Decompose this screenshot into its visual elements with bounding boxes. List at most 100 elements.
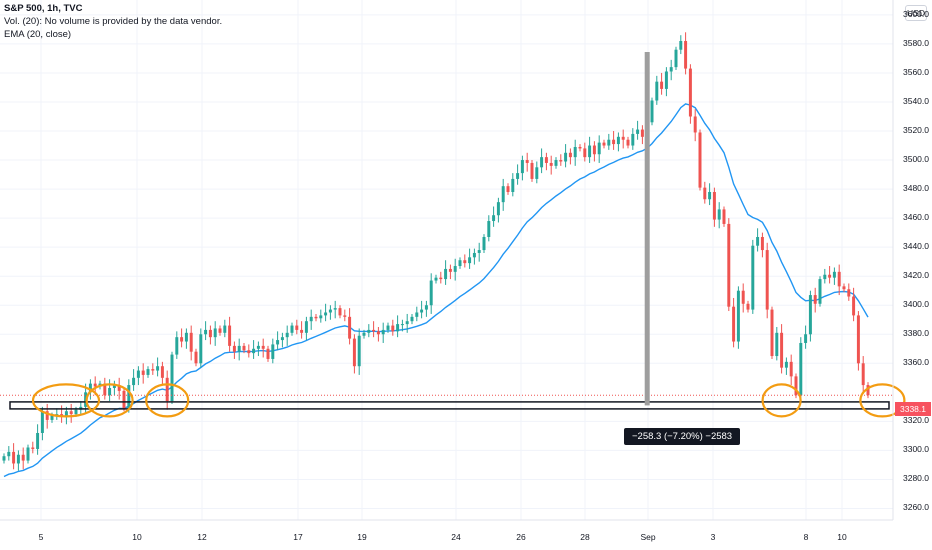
highlight-circle bbox=[85, 383, 134, 418]
candle-body bbox=[770, 309, 774, 357]
volume-legend[interactable]: Vol. (20): No volume is provided by the … bbox=[4, 16, 223, 27]
candle-body bbox=[592, 145, 596, 155]
candle-body bbox=[573, 146, 577, 158]
candle-body bbox=[727, 223, 731, 307]
candle-body bbox=[309, 316, 313, 322]
candle-body bbox=[348, 316, 352, 339]
candle-body bbox=[482, 236, 486, 251]
candle-body bbox=[612, 139, 616, 145]
candle-body bbox=[357, 335, 361, 367]
candle-body bbox=[693, 116, 697, 133]
candle-body bbox=[852, 296, 856, 316]
candle-body bbox=[818, 279, 822, 304]
candle-body bbox=[434, 277, 438, 281]
price-tick-label: 3420.0 bbox=[903, 270, 929, 281]
candle-body bbox=[280, 337, 284, 341]
ema-legend[interactable]: EMA (20, close) bbox=[4, 29, 72, 40]
candle-body bbox=[655, 81, 659, 101]
candle-body bbox=[199, 334, 203, 364]
candle-body bbox=[132, 377, 136, 386]
candle-body bbox=[607, 139, 611, 146]
grid bbox=[0, 0, 893, 520]
candle-body bbox=[765, 250, 769, 310]
candle-body bbox=[823, 274, 827, 280]
candle-body bbox=[237, 345, 241, 352]
candle-body bbox=[170, 354, 174, 402]
candle-body bbox=[381, 329, 385, 335]
candle-body bbox=[415, 312, 419, 317]
candle-body bbox=[698, 132, 702, 188]
candle-body bbox=[756, 236, 760, 246]
time-tick-label: 26 bbox=[516, 532, 526, 542]
candle-body bbox=[660, 81, 664, 89]
candle-body bbox=[804, 334, 808, 343]
candle-body bbox=[496, 202, 500, 216]
candle-body bbox=[506, 186, 510, 192]
candle-body bbox=[151, 369, 155, 371]
candle-body bbox=[669, 67, 673, 72]
candle-body bbox=[218, 328, 222, 333]
candle-body bbox=[568, 152, 572, 158]
candle-body bbox=[386, 325, 390, 330]
candle-body bbox=[732, 306, 736, 342]
candle-body bbox=[736, 290, 740, 342]
candle-body bbox=[511, 178, 515, 192]
candle-body bbox=[242, 345, 246, 351]
candle-body bbox=[295, 325, 299, 330]
candle-body bbox=[741, 290, 745, 304]
highlight-circle bbox=[761, 383, 802, 418]
candle-body bbox=[333, 308, 337, 310]
candle-body bbox=[300, 329, 304, 333]
candle-body bbox=[789, 361, 793, 377]
price-tick-label: 3440.0 bbox=[903, 241, 929, 252]
candle-body bbox=[127, 385, 131, 409]
candle-body bbox=[468, 257, 472, 264]
candle-body bbox=[141, 370, 145, 375]
candle-body bbox=[784, 361, 788, 368]
candle-body bbox=[564, 152, 568, 162]
candle-body bbox=[554, 160, 558, 166]
candle-body bbox=[285, 332, 289, 338]
price-tick-label: 3300.0 bbox=[903, 444, 929, 455]
candle-body bbox=[93, 383, 97, 387]
price-tick-label: 3500.0 bbox=[903, 154, 929, 165]
candle-body bbox=[45, 411, 49, 420]
measure-label: −258.3 (−7.20%) −2583 bbox=[624, 428, 741, 445]
candle-body bbox=[708, 191, 712, 200]
highlight-circle bbox=[145, 383, 190, 418]
candle-body bbox=[463, 260, 467, 264]
candle-body bbox=[650, 100, 654, 123]
candle-body bbox=[108, 387, 112, 396]
candle-body bbox=[304, 321, 308, 333]
candle-body bbox=[338, 308, 342, 316]
candle-body bbox=[290, 325, 294, 333]
candle-body bbox=[261, 345, 265, 349]
price-tick-label: 3540.0 bbox=[903, 95, 929, 106]
candle-body bbox=[626, 139, 630, 146]
candle-body bbox=[631, 133, 635, 146]
current-price-label: 3338.1 bbox=[895, 402, 931, 416]
candle-body bbox=[194, 351, 198, 364]
candle-body bbox=[352, 338, 356, 367]
candle-body bbox=[271, 344, 275, 359]
price-tick-label: 3260.0 bbox=[903, 502, 929, 513]
candle-body bbox=[477, 250, 481, 253]
time-tick-label: 17 bbox=[293, 532, 303, 542]
candle-body bbox=[832, 271, 836, 278]
candle-body bbox=[559, 160, 563, 162]
candle-body bbox=[588, 145, 592, 158]
candle-body bbox=[228, 325, 232, 346]
candle-body bbox=[516, 173, 520, 179]
candle-body bbox=[760, 236, 764, 251]
candle-body bbox=[266, 348, 270, 359]
candle-body bbox=[751, 245, 755, 310]
highlight-circle bbox=[31, 383, 101, 418]
candle-body bbox=[319, 315, 323, 319]
candle-body bbox=[400, 324, 404, 326]
symbol-title[interactable]: S&P 500, 1h, TVC bbox=[4, 3, 83, 14]
candle-body bbox=[64, 411, 68, 418]
candle-body bbox=[429, 280, 433, 306]
currency-button[interactable]: USD bbox=[905, 5, 927, 21]
candle-body bbox=[184, 332, 188, 342]
